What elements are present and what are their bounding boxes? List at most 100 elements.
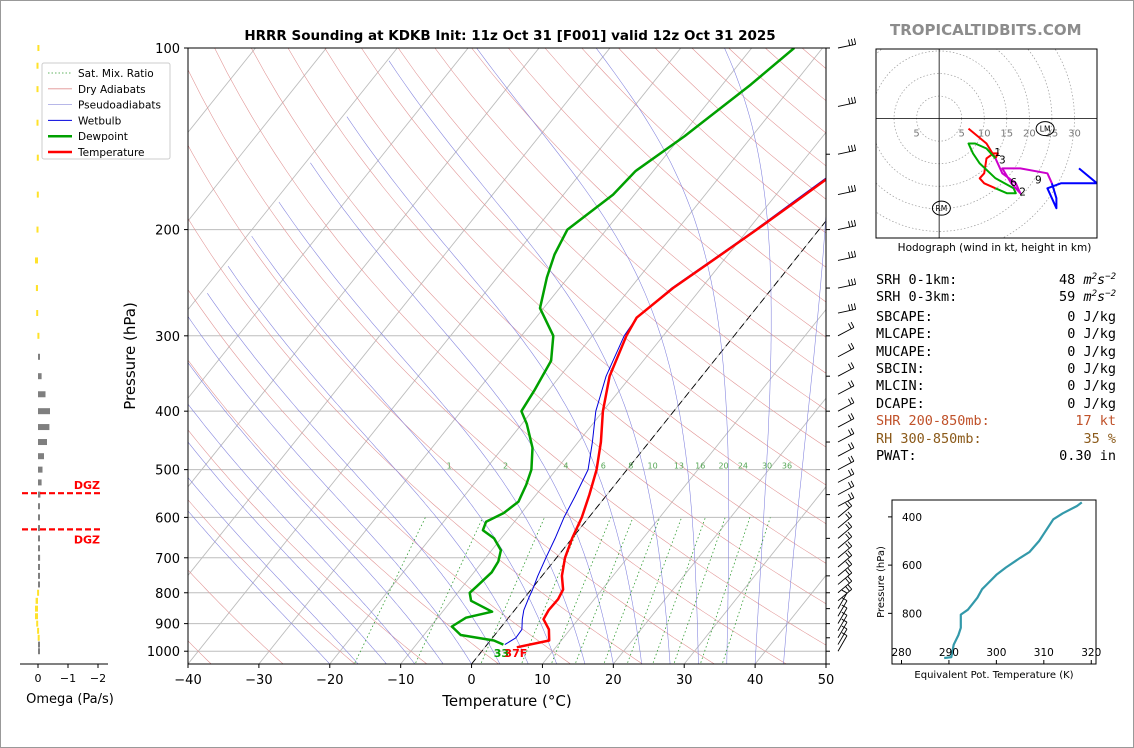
index-label: DCAPE: bbox=[876, 395, 925, 412]
mixing-ratio-line bbox=[480, 517, 545, 664]
wind-barb bbox=[837, 576, 853, 594]
barb-flag bbox=[850, 251, 854, 258]
index-value: 35 % bbox=[1083, 431, 1116, 447]
barb-flag bbox=[847, 550, 853, 556]
wind-barb bbox=[837, 632, 848, 652]
barb-staff bbox=[837, 526, 853, 539]
barb-flag bbox=[847, 567, 853, 574]
index-number: 0 J/kg bbox=[1067, 308, 1116, 325]
barb-flag bbox=[850, 492, 855, 499]
x-tick-label: 30 bbox=[676, 673, 693, 688]
dry-adiabat-line bbox=[507, 48, 826, 338]
index-row: MLCIN: 0 J/kg bbox=[876, 378, 1116, 395]
y-tick-label: 700 bbox=[155, 552, 180, 567]
index-unit: m2s−2 bbox=[1083, 289, 1116, 306]
y-tick-label: 100 bbox=[155, 42, 180, 57]
barb-flag bbox=[850, 480, 855, 487]
omega-tick-label: −1 bbox=[60, 672, 76, 685]
index-row: SBCIN: 0 J/kg bbox=[876, 361, 1116, 378]
index-value: 48 m2s−2 bbox=[1059, 272, 1116, 288]
mixing-ratio-line bbox=[414, 517, 484, 664]
theta-x-tick-label: 310 bbox=[1034, 647, 1054, 659]
isotherm-gridline bbox=[542, 308, 826, 664]
wind-barb bbox=[837, 521, 853, 539]
legend-label: Pseudoadiabats bbox=[78, 100, 161, 112]
hodo-ring-label: 25 bbox=[1046, 129, 1059, 140]
theta-y-axis-title: Pressure (hPa) bbox=[876, 546, 887, 618]
barb-flag bbox=[853, 38, 857, 45]
theta-e-trace bbox=[944, 501, 1083, 660]
index-row: MUCAPE: 0 J/kg bbox=[876, 344, 1116, 361]
wind-barb bbox=[837, 468, 855, 483]
barb-flag bbox=[841, 625, 848, 630]
barb-flag bbox=[848, 493, 852, 500]
x-tick-label: 0 bbox=[467, 673, 475, 688]
dry-adiabat-line bbox=[188, 429, 428, 664]
dry-adiabat-line bbox=[544, 48, 826, 303]
omega-bar bbox=[37, 589, 40, 596]
isotherm-gridline bbox=[188, 48, 257, 134]
index-label: SBCIN: bbox=[876, 360, 925, 377]
omega-bar bbox=[35, 257, 38, 264]
omega-panel: 0 −1 −2 Omega (Pa/s) DGZ DGZ bbox=[20, 45, 114, 707]
chart-title: HRRR Sounding at KDKB Init: 11z Oct 31 [… bbox=[244, 28, 775, 44]
theta-y-tick-label: 800 bbox=[902, 608, 922, 620]
index-value: 0.30 in bbox=[1059, 448, 1116, 464]
barb-staff bbox=[837, 418, 855, 428]
mixing-ratio-label: 13 bbox=[674, 462, 684, 471]
hodo-trace bbox=[994, 157, 1053, 195]
barb-staff bbox=[837, 600, 848, 617]
hodo-ring-label: 5 bbox=[959, 129, 965, 140]
barb-flag bbox=[853, 144, 857, 151]
barb-flag bbox=[848, 344, 852, 350]
wind-barb bbox=[837, 303, 857, 314]
mixing-ratio-line bbox=[652, 517, 706, 664]
wind-barb bbox=[837, 342, 855, 358]
wind-barb bbox=[837, 96, 857, 107]
omega-bar bbox=[38, 581, 40, 588]
pseudoadiabat-line bbox=[388, 60, 671, 664]
index-row: SRH 0-1km: 48 m2s−2 bbox=[876, 272, 1116, 289]
mixing-ratio-line bbox=[550, 517, 611, 664]
index-number: 48 bbox=[1059, 272, 1076, 288]
barb-flag bbox=[848, 469, 852, 476]
legend-box bbox=[41, 62, 171, 160]
dry-adiabat-line bbox=[434, 48, 826, 411]
temperature-trace bbox=[516, 177, 826, 649]
dry-adiabat-line bbox=[188, 144, 715, 664]
index-label: SBCAPE: bbox=[876, 308, 933, 325]
x-tick-label: −10 bbox=[387, 673, 414, 688]
isotherm-gridline bbox=[400, 131, 826, 664]
barb-flag bbox=[847, 521, 853, 528]
theta-y-tick-label: 400 bbox=[902, 512, 922, 524]
barb-flag bbox=[848, 304, 851, 311]
barb-flag bbox=[850, 97, 854, 104]
dgz-label: DGZ bbox=[74, 533, 100, 546]
barb-flag bbox=[848, 414, 852, 421]
y-tick-label: 400 bbox=[155, 405, 180, 420]
pseudoadiabat-line bbox=[278, 201, 586, 664]
barb-flag bbox=[850, 428, 855, 434]
index-row: SRH 0-3km: 59 m2s−2 bbox=[876, 289, 1116, 306]
index-label: SRH 0-3km: bbox=[876, 289, 958, 306]
barb-staff bbox=[837, 536, 853, 549]
omega-bar bbox=[38, 545, 40, 552]
omega-tick-label: 0 bbox=[35, 672, 42, 685]
dgz-label: DGZ bbox=[74, 479, 100, 492]
y-tick-label: 500 bbox=[155, 464, 180, 479]
dewpoint-trace bbox=[450, 48, 796, 646]
pseudoadiabat-line bbox=[188, 403, 416, 664]
index-row: PWAT: 0.30 in bbox=[876, 448, 1116, 465]
wind-barbs bbox=[837, 38, 857, 652]
indices-table: SRH 0-1km: 48 m2s−2 SRH 0-3km: 59 m2s−2 SBCA… bbox=[876, 272, 1116, 465]
dry-adiabat-line bbox=[188, 217, 643, 664]
barb-flag bbox=[847, 531, 853, 537]
dry-adiabat-line bbox=[397, 48, 826, 448]
barb-flag bbox=[847, 541, 853, 547]
barb-staff bbox=[837, 505, 853, 518]
barb-flag bbox=[841, 589, 848, 594]
barb-flag bbox=[848, 39, 851, 46]
isotherm-gridline bbox=[188, 48, 682, 664]
hodo-trace bbox=[967, 127, 999, 190]
barb-staff bbox=[837, 635, 848, 652]
